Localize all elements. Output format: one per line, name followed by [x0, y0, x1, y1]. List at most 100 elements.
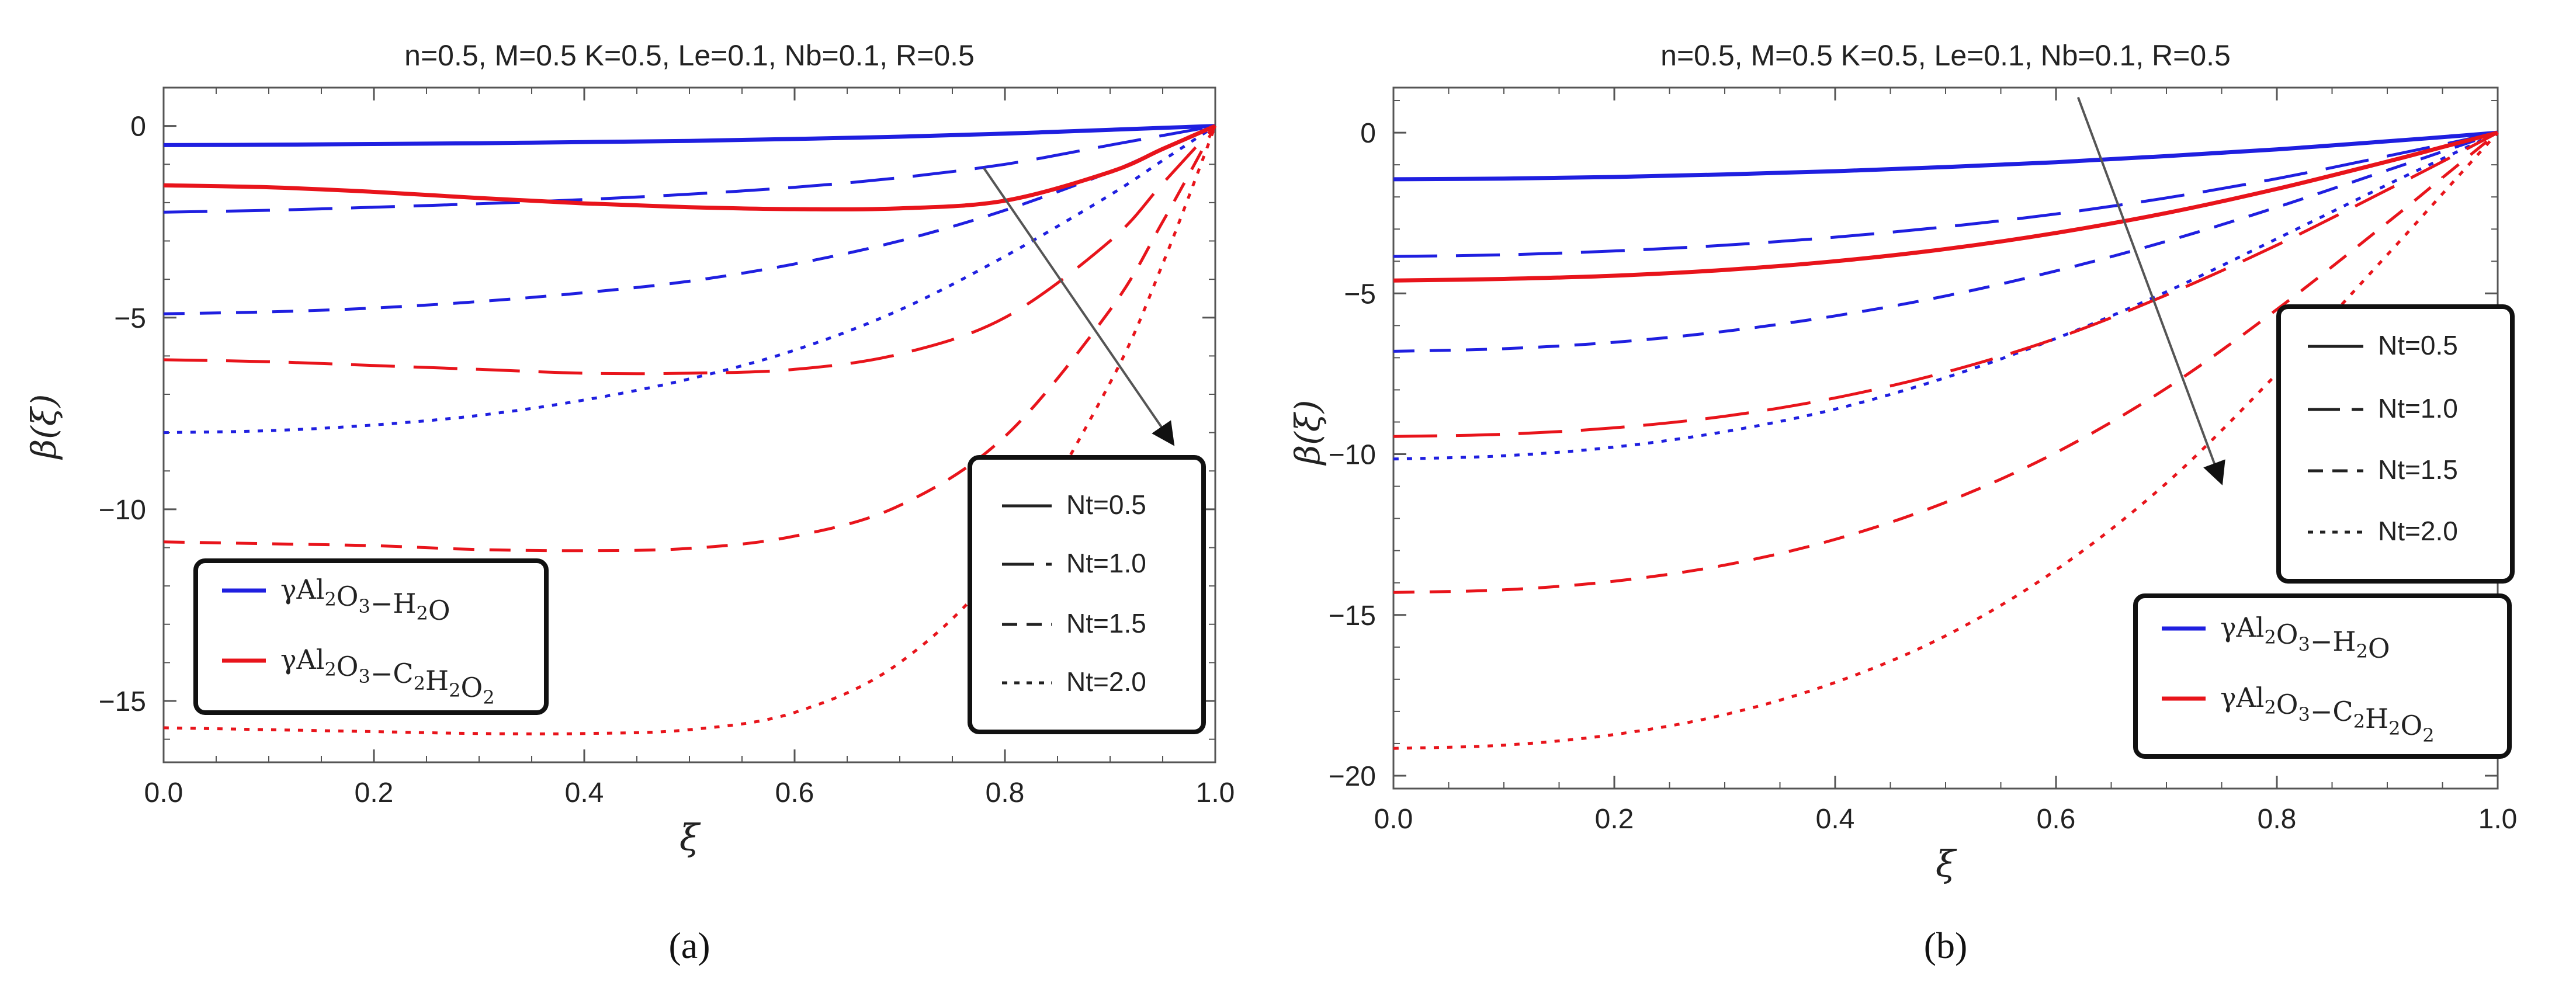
x-axis-label: ξ — [679, 816, 701, 859]
series-line-water-nt10 — [1393, 131, 2498, 258]
subscript: 2 — [417, 602, 428, 624]
x-tick-label: 0.0 — [1374, 804, 1413, 835]
subscript: 2 — [2422, 724, 2434, 747]
series-line-glycol-nt20 — [1393, 131, 2499, 750]
legend-nt-box — [2276, 304, 2515, 584]
series-line-glycol-nt15 — [163, 125, 1217, 553]
formula-part: C — [2332, 696, 2353, 727]
y-tick-label: −10 — [99, 495, 146, 526]
y-tick-label: −15 — [99, 686, 146, 717]
y-tick-label: −5 — [1344, 279, 1376, 310]
legend-nt-box — [968, 455, 1206, 734]
formula-part: γAl — [2220, 612, 2264, 643]
series-line-water-nt15 — [1393, 131, 2498, 353]
formula-part: O — [460, 672, 483, 703]
series-line-water-nt05 — [163, 124, 1216, 147]
series-line-glycol-nt10 — [163, 124, 1216, 376]
formula-part: − — [2310, 696, 2333, 727]
legend-nt-label: Nt=2.0 — [2378, 516, 2458, 546]
x-tick-label: 0.6 — [2037, 804, 2076, 835]
y-tick-label: −10 — [1329, 440, 1376, 471]
legend-nt-label: Nt=2.0 — [1066, 666, 1146, 697]
x-tick-label: 0.6 — [775, 777, 814, 808]
x-tick-label: 0.0 — [144, 777, 183, 808]
y-tick-label: 0 — [1360, 118, 1376, 149]
y-tick-label: 0 — [130, 112, 146, 143]
y-axis-label: β(ξ) — [1288, 400, 1327, 466]
x-tick-label: 0.8 — [2258, 804, 2297, 835]
panel-label: (a) — [668, 925, 710, 966]
legend-nt-label: Nt=1.0 — [1066, 548, 1146, 578]
formula-part: H — [2332, 626, 2356, 657]
series-line-glycol-nt05 — [1393, 130, 2498, 283]
subscript: 3 — [359, 595, 370, 617]
formula-part: − — [370, 658, 393, 689]
formula-part: − — [370, 588, 393, 619]
chart-title: n=0.5, M=0.5 K=0.5, Le=0.1, Nb=0.1, R=0.… — [404, 39, 975, 72]
panel-b: 0.0 0.2 0.4 0.6 0.8 1.0 0 −5 −10 −15 −20 n=0.5, M=0… — [1288, 39, 2517, 966]
series-line-glycol-nt05 — [163, 124, 1216, 211]
legend-fluid-label: γAl2O3−C2H2O2 — [280, 644, 495, 709]
subscript: 2 — [483, 686, 494, 709]
x-tick-label: 1.0 — [2478, 804, 2518, 835]
formula-part: O — [2276, 619, 2298, 650]
formula-part: H — [2365, 703, 2388, 734]
formula-part: O — [428, 595, 450, 626]
legend-nt: Nt=0.5 Nt=1.0 Nt=1.5 Nt=2.0 — [2276, 304, 2515, 584]
formula-part: γAl — [280, 644, 324, 675]
formula-part: H — [393, 588, 416, 619]
formula-part: O — [337, 651, 359, 682]
legend-fluid-label: γAl2O3−H2O — [2220, 612, 2390, 664]
formula-part: C — [393, 658, 413, 689]
subscript: 2 — [2388, 717, 2400, 739]
formula-part: O — [2368, 633, 2390, 664]
formula-part: O — [2400, 710, 2422, 741]
legend-nt-label: Nt=1.0 — [2378, 393, 2458, 423]
chart-title: n=0.5, M=0.5 K=0.5, Le=0.1, Nb=0.1, R=0.… — [1660, 39, 2231, 72]
series-line-glycol-nt15 — [1393, 131, 2499, 594]
legend-fluid-label: γAl2O3−C2H2O2 — [2220, 682, 2435, 747]
y-tick-label: −5 — [114, 303, 146, 334]
series-line-water-nt20 — [1393, 131, 2499, 461]
panel-a: 0.0 0.2 0.4 0.6 0.8 1.0 0 −5 −10 −15 n=0.5, M=0.5 … — [24, 39, 1235, 966]
subscript: 2 — [414, 672, 425, 695]
x-axis-label: ξ — [1936, 842, 1957, 885]
legend-fluid-box — [2133, 593, 2512, 759]
formula-part: O — [2276, 689, 2298, 720]
panel-label: (b) — [1924, 925, 1968, 966]
legend-nt-label: Nt=0.5 — [2378, 330, 2458, 360]
legend-fluid-label: γAl2O3−H2O — [280, 574, 450, 626]
subscript: 2 — [2353, 710, 2365, 732]
x-tick-label: 1.0 — [1196, 777, 1235, 808]
series-line-glycol-nt10 — [1393, 131, 2499, 438]
x-tick-label: 0.4 — [565, 777, 604, 808]
legend-nt: Nt=0.5 Nt=1.0 Nt=1.5 Nt=2.0 — [968, 455, 1206, 734]
formula-part: − — [2310, 626, 2333, 657]
subscript: 2 — [324, 658, 336, 681]
subscript: 2 — [324, 588, 336, 610]
formula-part: γAl — [2220, 682, 2264, 713]
series-line-water-nt05 — [1393, 130, 2498, 182]
subscript: 3 — [359, 665, 370, 688]
trend-arrow — [2076, 96, 2225, 485]
series-line-glycol-nt20 — [163, 125, 1217, 735]
subscript: 3 — [2298, 633, 2310, 655]
x-tick-label: 0.4 — [1816, 804, 1855, 835]
x-tick-label: 0.2 — [355, 777, 394, 808]
subscript: 2 — [2264, 696, 2276, 718]
subscript: 2 — [2264, 626, 2276, 648]
legend-fluid-box — [193, 558, 549, 715]
x-tick-label: 0.8 — [986, 777, 1025, 808]
y-tick-label: −15 — [1329, 600, 1376, 631]
legend-nt-label: Nt=1.5 — [2378, 454, 2458, 485]
legend-nt-label: Nt=1.5 — [1066, 608, 1146, 638]
formula-part: O — [337, 581, 359, 612]
trend-arrow — [983, 167, 1175, 446]
formula-part: H — [425, 665, 449, 696]
subscript: 2 — [449, 679, 460, 702]
series-line-water-nt20 — [163, 124, 1216, 435]
y-axis-label: β(ξ) — [24, 394, 64, 460]
y-tick-label: −20 — [1329, 761, 1376, 792]
